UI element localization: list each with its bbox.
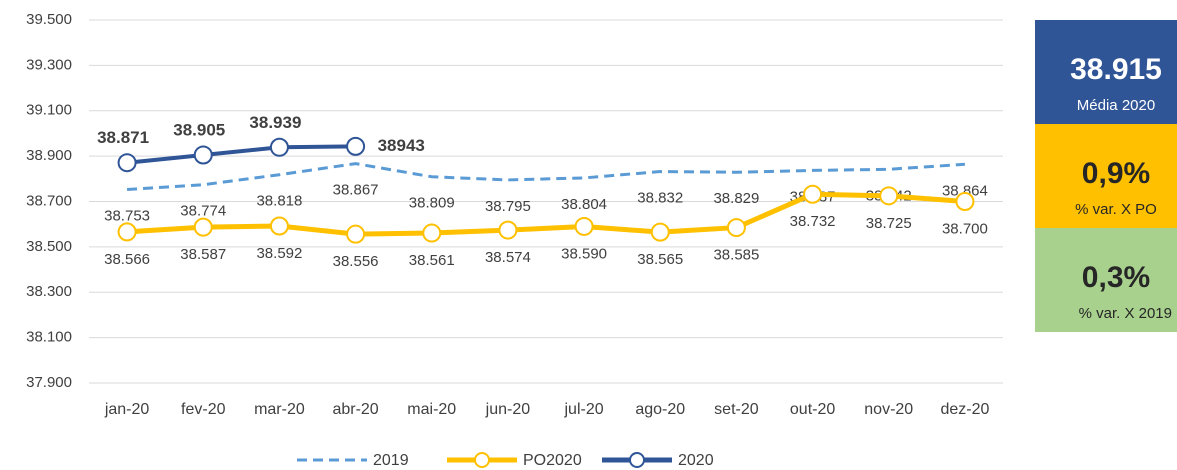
point-marker bbox=[879, 186, 899, 206]
y-tick-label: 38.700 bbox=[26, 192, 72, 209]
y-tick-label: 38.500 bbox=[26, 238, 72, 255]
data-label: 38.587 bbox=[180, 246, 226, 263]
point-marker bbox=[117, 153, 137, 173]
x-tick-label: abr-20 bbox=[332, 401, 378, 418]
legend-item: 2019 bbox=[297, 452, 409, 469]
y-tick-label: 38.100 bbox=[26, 329, 72, 346]
kpi-label: Média 2020 bbox=[1077, 97, 1155, 114]
x-tick-label: jan-20 bbox=[104, 401, 150, 418]
data-label: 38.905 bbox=[173, 120, 225, 139]
data-label: 38.818 bbox=[256, 193, 302, 210]
x-tick-label: jul-20 bbox=[564, 401, 604, 418]
data-label: 38.753 bbox=[104, 207, 150, 224]
data-label: 38.774 bbox=[180, 203, 226, 220]
data-label: 38.864 bbox=[942, 182, 988, 199]
point-marker bbox=[650, 222, 670, 242]
y-tick-label: 39.300 bbox=[26, 56, 72, 73]
data-label: 38.566 bbox=[104, 251, 150, 268]
x-tick-label: out-20 bbox=[790, 401, 835, 418]
data-label: 38.832 bbox=[637, 190, 683, 207]
y-tick-label: 38.900 bbox=[26, 147, 72, 164]
point-marker bbox=[955, 192, 975, 211]
data-label: 38.939 bbox=[249, 113, 301, 132]
legend-label: 2020 bbox=[678, 452, 714, 469]
legend-marker bbox=[629, 452, 645, 468]
data-label: 38.871 bbox=[97, 128, 149, 147]
kpi-panel bbox=[1035, 228, 1177, 332]
series-line bbox=[126, 191, 966, 237]
y-tick-label: 37.900 bbox=[26, 374, 72, 391]
x-tick-label: dez-20 bbox=[940, 401, 989, 418]
point-marker bbox=[346, 224, 366, 244]
data-label: 38.574 bbox=[485, 249, 531, 266]
data-label: 38.700 bbox=[942, 220, 988, 237]
kpi-panel bbox=[1035, 124, 1177, 228]
x-tick-label: jun-20 bbox=[485, 401, 531, 418]
x-tick-label: set-20 bbox=[714, 401, 759, 418]
legend-item: 2020 bbox=[602, 452, 714, 469]
series-line bbox=[126, 144, 356, 165]
data-label: 38.829 bbox=[713, 190, 759, 207]
point-marker bbox=[193, 145, 213, 165]
data-label: 38.585 bbox=[713, 247, 759, 264]
data-label: 38.565 bbox=[637, 251, 683, 268]
point-marker bbox=[422, 223, 442, 243]
point-marker bbox=[346, 136, 366, 156]
kpi-value: 38.915 bbox=[1070, 53, 1162, 86]
data-label: 38.795 bbox=[485, 198, 531, 215]
legend-marker bbox=[474, 452, 490, 468]
data-label: 38.590 bbox=[561, 245, 607, 262]
point-marker bbox=[574, 216, 594, 236]
point-marker bbox=[117, 222, 137, 242]
kpi-label: % var. X 2019 bbox=[1079, 305, 1172, 322]
x-tick-label: nov-20 bbox=[864, 401, 913, 418]
data-label: 38.804 bbox=[561, 196, 607, 213]
data-label: 38.809 bbox=[409, 195, 455, 212]
data-label: 38.561 bbox=[409, 252, 455, 269]
point-marker bbox=[269, 137, 289, 157]
data-label: 38.725 bbox=[866, 215, 912, 232]
x-tick-label: ago-20 bbox=[635, 401, 685, 418]
data-label: 38.867 bbox=[333, 182, 379, 199]
data-label: 38.592 bbox=[256, 245, 302, 262]
series-line bbox=[126, 162, 966, 191]
data-label: 38.556 bbox=[333, 253, 379, 270]
point-marker bbox=[803, 184, 823, 204]
x-tick-label: fev-20 bbox=[181, 401, 226, 418]
point-marker bbox=[498, 220, 518, 240]
point-marker bbox=[726, 218, 746, 238]
y-tick-label: 38.300 bbox=[26, 283, 72, 300]
kpi-panel bbox=[1035, 20, 1177, 124]
kpi-value: 0,3% bbox=[1082, 261, 1150, 294]
y-tick-label: 39.500 bbox=[26, 11, 72, 28]
kpi-value: 0,9% bbox=[1082, 157, 1150, 190]
legend-label: 2019 bbox=[373, 452, 409, 469]
data-label: 38943 bbox=[378, 136, 425, 155]
legend-label: PO2020 bbox=[523, 452, 582, 469]
y-tick-label: 39.100 bbox=[26, 102, 72, 119]
data-label: 38.732 bbox=[790, 213, 836, 230]
x-tick-label: mai-20 bbox=[407, 401, 456, 418]
legend-item: PO2020 bbox=[447, 452, 582, 469]
point-marker bbox=[269, 216, 289, 236]
kpi-label: % var. X PO bbox=[1075, 201, 1157, 218]
point-marker bbox=[193, 217, 213, 237]
x-tick-label: mar-20 bbox=[254, 401, 305, 418]
